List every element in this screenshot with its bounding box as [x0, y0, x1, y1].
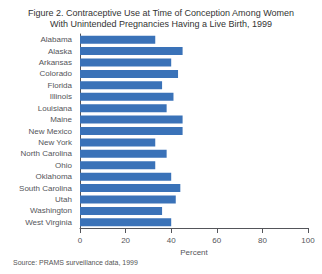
svg-text:Washington: Washington — [30, 206, 72, 215]
svg-text:Source: PRAMS surveillance dat: Source: PRAMS surveillance data, 1999 — [13, 259, 138, 266]
svg-text:South Carolina: South Carolina — [19, 184, 72, 193]
svg-text:Louisiana: Louisiana — [38, 104, 73, 113]
svg-text:Ohio: Ohio — [55, 161, 72, 170]
svg-text:Arkansas: Arkansas — [39, 58, 72, 67]
svg-text:Florida: Florida — [48, 81, 73, 90]
svg-text:New Mexico: New Mexico — [28, 127, 72, 136]
svg-text:With Unintended Pregnancies Ha: With Unintended Pregnancies Having a Liv… — [50, 19, 272, 29]
svg-text:20: 20 — [121, 236, 130, 245]
svg-text:Illinois: Illinois — [50, 92, 72, 101]
svg-text:Colorado: Colorado — [40, 69, 73, 78]
svg-text:0: 0 — [78, 236, 83, 245]
svg-text:West Virginia: West Virginia — [25, 218, 72, 227]
svg-text:Percent: Percent — [180, 248, 208, 257]
svg-text:Figure 2. Contraceptive Use at: Figure 2. Contraceptive Use at Time of C… — [28, 8, 294, 18]
svg-text:Alabama: Alabama — [40, 35, 72, 44]
svg-text:40: 40 — [167, 236, 176, 245]
svg-text:60: 60 — [212, 236, 221, 245]
svg-text:Maine: Maine — [50, 115, 72, 124]
svg-text:80: 80 — [258, 236, 267, 245]
svg-text:New York: New York — [38, 138, 73, 147]
svg-text:100: 100 — [301, 236, 315, 245]
svg-text:Alaska: Alaska — [48, 47, 73, 56]
svg-text:North Carolina: North Carolina — [20, 149, 72, 158]
svg-text:Oklahoma: Oklahoma — [36, 172, 73, 181]
svg-text:Utah: Utah — [55, 195, 72, 204]
